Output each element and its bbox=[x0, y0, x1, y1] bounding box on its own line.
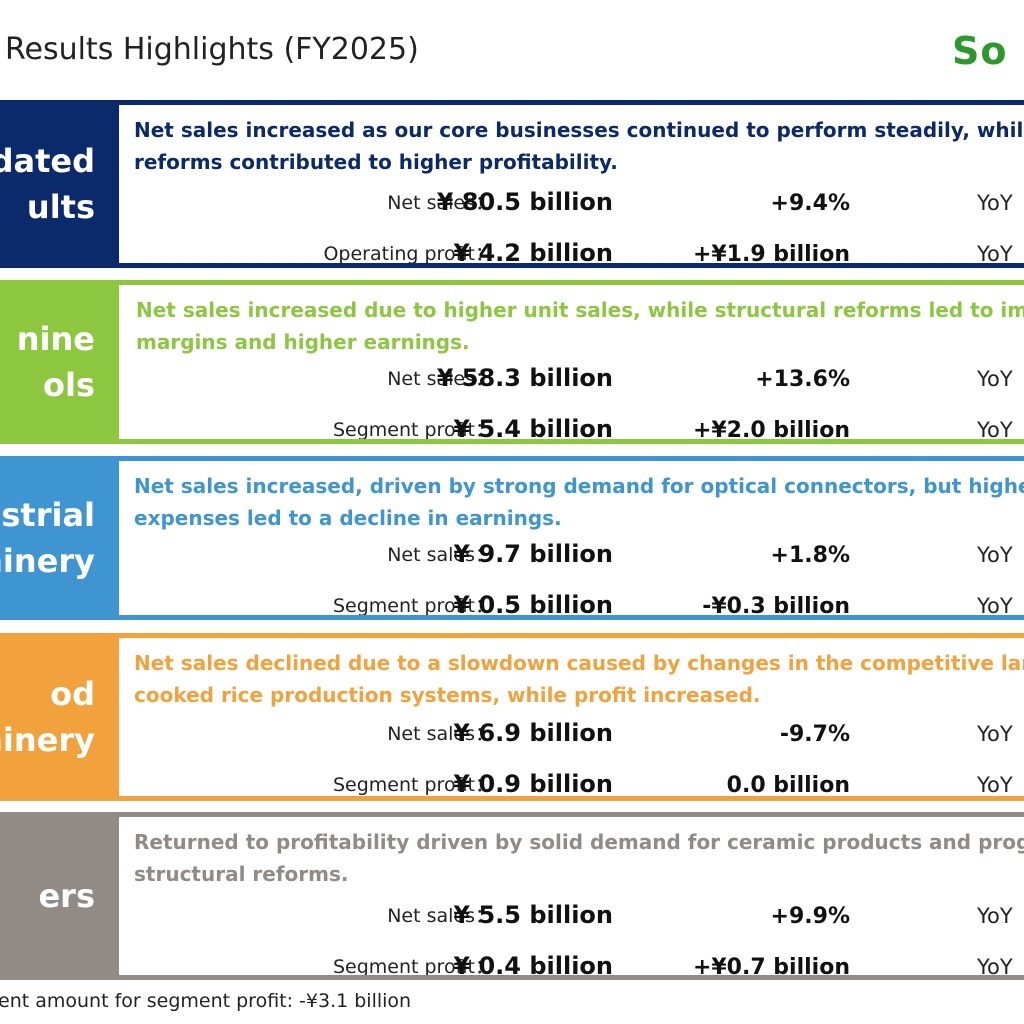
metric-label: Operating profit： bbox=[323, 243, 494, 265]
metric-change: +¥1.9 billion bbox=[692, 242, 850, 267]
metric-row-net-sales: Net sales： ¥ 5.5 billion +9.9% YoY bbox=[119, 898, 1024, 929]
metric-yoy: YoY bbox=[977, 418, 1013, 442]
section-label-block: ers bbox=[0, 812, 119, 980]
section-summary: Returned to profitability driven by soli… bbox=[134, 830, 1024, 886]
metric-yoy: YoY bbox=[977, 955, 1013, 979]
metric-value: ¥ 80.5 billion bbox=[436, 188, 613, 216]
section-content: Net sales increased due to higher unit s… bbox=[119, 280, 1024, 444]
metric-value: ¥ 0.4 billion bbox=[453, 952, 613, 980]
metric-row-profit: Operating profit： ¥ 4.2 billion +¥1.9 bi… bbox=[119, 236, 1024, 267]
metric-label: Segment profit： bbox=[332, 956, 494, 978]
section-label: strial hinery bbox=[0, 496, 95, 580]
metric-change: -¥0.3 billion bbox=[702, 594, 850, 619]
section-machine-tools: nine ols Net sales increased due to high… bbox=[0, 280, 1024, 444]
section-label: ers bbox=[38, 877, 95, 915]
section-label-block: nine ols bbox=[0, 280, 119, 444]
metric-yoy: YoY bbox=[977, 242, 1013, 266]
metric-value: ¥ 9.7 billion bbox=[453, 540, 613, 568]
metric-yoy: YoY bbox=[977, 904, 1013, 928]
section-label-block: strial hinery bbox=[0, 456, 119, 620]
section-others: ers Returned to profitability driven by … bbox=[0, 812, 1024, 980]
section-summary: Net sales increased, driven by strong de… bbox=[134, 474, 1024, 530]
metric-value: ¥ 0.5 billion bbox=[453, 591, 613, 619]
metric-value: ¥ 5.5 billion bbox=[453, 901, 613, 929]
section-content: Net sales increased, driven by strong de… bbox=[119, 456, 1024, 620]
metric-change: +13.6% bbox=[755, 367, 850, 392]
metric-yoy: YoY bbox=[977, 594, 1013, 618]
metric-yoy: YoY bbox=[977, 367, 1013, 391]
metric-value: ¥ 0.9 billion bbox=[453, 770, 613, 798]
metric-yoy: YoY bbox=[977, 773, 1013, 797]
metric-change: +9.4% bbox=[770, 191, 850, 216]
metric-row-profit: Segment profit： ¥ 0.9 billion 0.0 billio… bbox=[119, 767, 1024, 798]
section-label: od hinery bbox=[0, 675, 95, 759]
metric-change: +¥0.7 billion bbox=[692, 955, 850, 980]
metric-yoy: YoY bbox=[977, 191, 1013, 215]
section-content: Net sales declined due to a slowdown cau… bbox=[119, 633, 1024, 801]
metric-label: Net sales： bbox=[387, 192, 494, 214]
metric-row-profit: Segment profit： ¥ 0.4 billion +¥0.7 bill… bbox=[119, 949, 1024, 980]
metric-row-net-sales: Net sales： ¥ 58.3 billion +13.6% YoY bbox=[119, 361, 1024, 392]
page-title: Results Highlights (FY2025) bbox=[5, 32, 419, 67]
section-label: nine ols bbox=[16, 320, 95, 404]
metric-value: ¥ 5.4 billion bbox=[453, 415, 613, 443]
metric-row-profit: Segment profit： ¥ 5.4 billion +¥2.0 bill… bbox=[119, 412, 1024, 443]
metric-yoy: YoY bbox=[977, 722, 1013, 746]
metric-row-net-sales: Net sales： ¥ 9.7 billion +1.8% YoY bbox=[119, 537, 1024, 568]
section-consolidated: idated ults Net sales increased as our c… bbox=[0, 100, 1024, 268]
company-logo: So bbox=[952, 29, 1008, 73]
section-content: Net sales increased as our core business… bbox=[119, 100, 1024, 268]
section-summary: Net sales declined due to a slowdown cau… bbox=[134, 651, 1024, 707]
metric-label: Segment profit： bbox=[332, 595, 494, 617]
section-summary: Net sales increased due to higher unit s… bbox=[136, 298, 1024, 354]
metric-label: Net sales： bbox=[387, 905, 494, 927]
metric-yoy: YoY bbox=[977, 543, 1013, 567]
metric-label: Net sales： bbox=[387, 368, 494, 390]
metric-value: ¥ 6.9 billion bbox=[453, 719, 613, 747]
section-label-block: od hinery bbox=[0, 633, 119, 801]
metric-label: Segment profit： bbox=[332, 419, 494, 441]
metric-label: Segment profit： bbox=[332, 774, 494, 796]
metric-change: +¥2.0 billion bbox=[692, 418, 850, 443]
section-summary: Net sales increased as our core business… bbox=[134, 118, 1024, 174]
section-label-block: idated ults bbox=[0, 100, 119, 268]
section-industrial-machinery: strial hinery Net sales increased, drive… bbox=[0, 456, 1024, 620]
metric-row-profit: Segment profit： ¥ 0.5 billion -¥0.3 bill… bbox=[119, 588, 1024, 619]
footnote: ent amount for segment profit: -¥3.1 bil… bbox=[0, 990, 412, 1012]
metric-change: +9.9% bbox=[770, 904, 850, 929]
metric-value: ¥ 58.3 billion bbox=[436, 364, 613, 392]
section-content: Returned to profitability driven by soli… bbox=[119, 812, 1024, 980]
metric-change: 0.0 billion bbox=[726, 773, 850, 798]
metric-row-net-sales: Net sales： ¥ 6.9 billion -9.7% YoY bbox=[119, 716, 1024, 747]
metric-row-net-sales: Net sales： ¥ 80.5 billion +9.4% YoY bbox=[119, 185, 1024, 216]
section-food-machinery: od hinery Net sales declined due to a sl… bbox=[0, 633, 1024, 801]
metric-change: +1.8% bbox=[770, 543, 850, 568]
metric-label: Net sales： bbox=[387, 544, 494, 566]
section-label: idated ults bbox=[0, 142, 95, 226]
metric-value: ¥ 4.2 billion bbox=[453, 239, 613, 267]
metric-label: Net sales： bbox=[387, 723, 494, 745]
metric-change: -9.7% bbox=[779, 722, 850, 747]
